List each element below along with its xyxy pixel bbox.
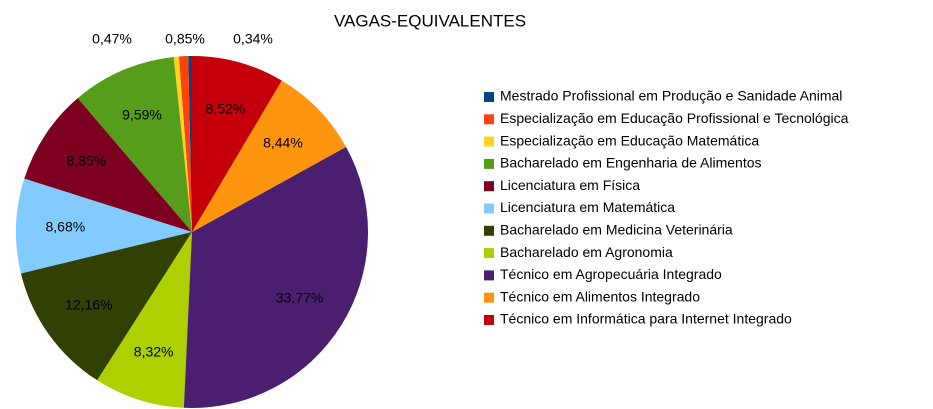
pie-slice [16,178,193,274]
legend-swatch [484,292,494,303]
legend-swatch [484,114,494,125]
legend-label: Técnico em Informática para Internet Int… [500,311,792,327]
data-label: 9,59% [122,106,162,122]
pie-slice [192,56,282,232]
legend-label: Especialização em Educação Profissional … [500,110,849,126]
data-label: 8,52% [206,100,246,116]
legend-label: Licenciatura em Matemática [500,199,675,215]
legend-label: Bacharelado em Agronomia [500,244,673,260]
data-label: 8,32% [134,343,174,359]
legend-swatch [484,158,494,169]
pie-slice [77,56,192,232]
legend-label: Bacharelado em Engenharia de Alimentos [500,155,762,171]
pie-slice [20,232,192,381]
legend-swatch [484,203,494,214]
data-label: 33,77% [276,290,323,306]
pie-slice [192,80,347,232]
legend-swatch [484,181,494,192]
legend-label: Técnico em Alimentos Integrado [500,288,700,304]
data-label: 0,47% [92,31,132,47]
pie-slice [183,146,369,409]
legend-swatch [484,225,494,236]
legend-label: Mestrado Profissional em Produção e Sani… [500,88,842,104]
legend-label: Licenciatura em Física [500,177,640,193]
pie-slice [173,56,192,232]
data-label: 12,16% [65,296,112,312]
data-label: 8,44% [263,134,303,150]
pie-slice [24,98,192,232]
legend-label: Técnico em Agropecuária Integrado [500,266,722,282]
pie-slice [97,232,192,408]
data-label: 8,85% [67,153,107,169]
legend-label: Especialização em Educação Matemática [500,132,759,148]
pie-slice [188,56,192,232]
legend-swatch [484,136,494,147]
data-label: 0,85% [165,31,205,47]
legend-swatch [484,270,494,281]
legend-label: Bacharelado em Medicina Veterinária [500,222,733,238]
legend-swatch [484,92,494,102]
data-label: 8,68% [46,218,86,234]
legend-swatch [484,315,494,325]
data-label: 0,34% [233,31,273,47]
pie-slice [178,56,192,233]
chart-title: VAGAS-EQUIVALENTES [334,11,526,30]
legend-swatch [484,248,494,259]
